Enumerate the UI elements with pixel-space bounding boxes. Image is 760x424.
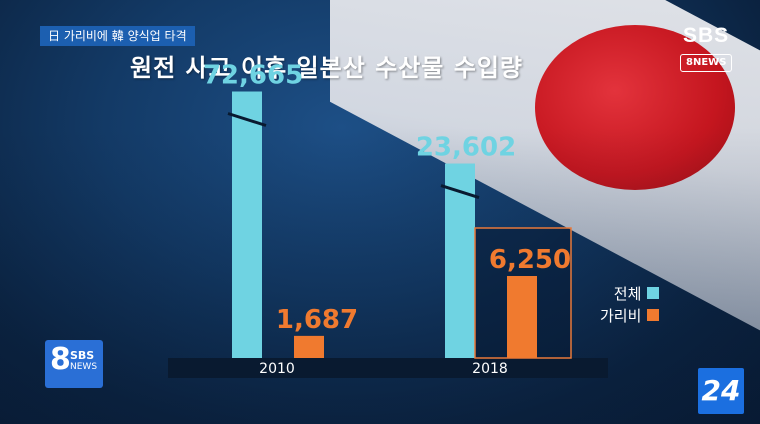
x-tick-label-2010: 2010 [259, 361, 295, 377]
8news-badge: 8NEWS [680, 54, 733, 72]
data-label-scallop-2010: 1,687 [276, 305, 358, 335]
legend-swatch-scallop [647, 309, 660, 321]
bar-scallop-2018 [507, 276, 537, 358]
legend-item-scallop: 가리비 [600, 304, 660, 326]
logo-news: NEWS [70, 362, 98, 372]
axis-break-2010 [227, 112, 267, 127]
x-axis-band [168, 358, 608, 378]
data-label-scallop-2018: 6,250 [489, 245, 571, 275]
x-tick-label-2018: 2018 [472, 361, 508, 377]
legend-item-total: 전체 [600, 282, 660, 304]
news-topic-tag: 日 가리비에 韓 양식업 타격 [40, 26, 195, 46]
japan-flag-sun [535, 25, 735, 190]
sbs-logo: SBS [683, 24, 730, 47]
channel-24-logo: 24 [698, 368, 744, 414]
chart-legend: 전체 가리비 [600, 282, 660, 326]
data-label-total-2010: 72,665 [203, 61, 303, 91]
legend-swatch-total [647, 287, 660, 299]
legend-label-scallop: 가리비 [600, 306, 642, 325]
axis-break-2018 [440, 184, 480, 199]
legend-label-total: 전체 [613, 284, 642, 303]
sbs-8news-logo: 8 SBS NEWS [45, 340, 103, 388]
logo-eight: 8 [50, 342, 71, 377]
bar-scallop-2010 [294, 335, 324, 358]
logo-sbs: SBS [70, 349, 95, 362]
bar-total-2010 [232, 91, 262, 359]
chart-title: 원전 사고 이후 일본산 수산물 수입량 [130, 54, 523, 82]
data-label-total-2018: 23,602 [416, 133, 516, 163]
